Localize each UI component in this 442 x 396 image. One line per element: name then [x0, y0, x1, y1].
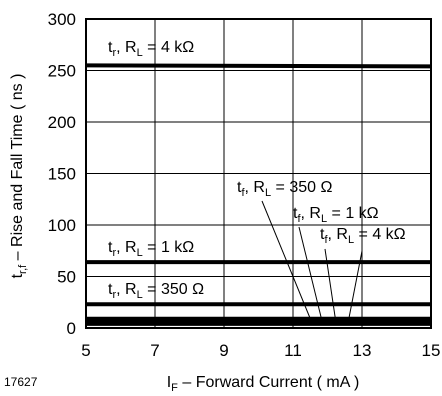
- annotation-leaders: [261, 200, 363, 324]
- x-tick-label: 15: [422, 341, 441, 360]
- y-tick-label: 300: [48, 10, 76, 29]
- label-tr-350: tr, RL = 350 Ω: [108, 281, 204, 301]
- x-tick-label: 5: [81, 341, 90, 360]
- label-tr-4k: tr, RL = 4 kΩ: [108, 39, 194, 59]
- x-tick-label: 13: [353, 341, 372, 360]
- label-tf-1k: tf, RL = 1 kΩ: [293, 205, 379, 225]
- x-tick-labels: 5 7 9 11 13 15: [81, 341, 440, 360]
- y-tick-label: 150: [48, 165, 76, 184]
- y-tick-label: 100: [48, 216, 76, 235]
- y-tick-labels: 0 50 100 150 200 250 300: [48, 10, 76, 338]
- series-lines: [85, 63, 432, 326]
- y-tick-label: 200: [48, 113, 76, 132]
- x-tick-label: 9: [219, 341, 228, 360]
- y-axis-label: tr,f – Rise and Fall Time ( ns ): [9, 74, 29, 279]
- figure-number: 17627: [4, 375, 38, 389]
- leader-line: [298, 226, 323, 322]
- series-annotations: tr, RL = 4 kΩ tr, RL = 1 kΩ tr, RL = 350 Ω…: [108, 39, 406, 301]
- series-tr-4k-line: [85, 63, 432, 69]
- leader-line: [324, 248, 337, 324]
- y-tick-label: 250: [48, 62, 76, 81]
- y-tick-label: 50: [57, 268, 76, 287]
- x-tick-label: 7: [150, 341, 159, 360]
- label-tf-350: tf, RL = 350 Ω: [237, 179, 332, 199]
- x-tick-label: 11: [284, 341, 302, 360]
- leader-line: [261, 200, 311, 319]
- x-axis-label: IF – Forward Current ( mA ): [167, 374, 360, 394]
- label-tr-1k: tr, RL = 1 kΩ: [108, 239, 194, 259]
- leader-line: [347, 250, 363, 324]
- plot-frame: [85, 18, 432, 329]
- label-tf-4k: tf, RL = 4 kΩ: [320, 226, 406, 246]
- y-tick-label: 0: [67, 319, 76, 338]
